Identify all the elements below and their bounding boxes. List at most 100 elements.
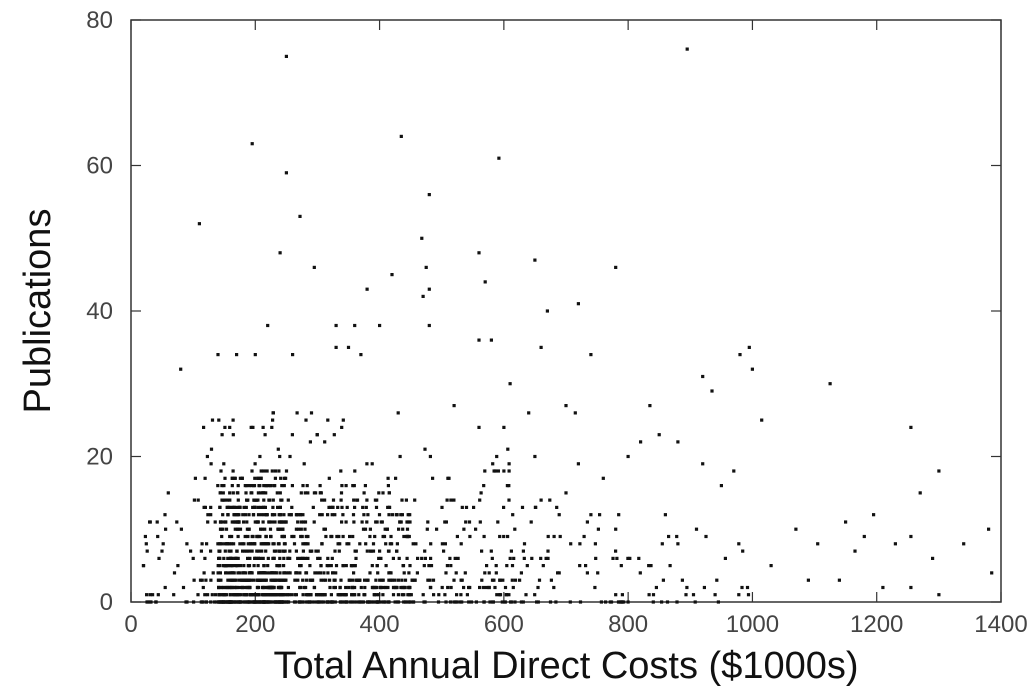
data-point [298, 585, 302, 590]
data-point [218, 571, 222, 575]
data-point [281, 549, 285, 553]
data-point [222, 462, 226, 466]
data-point [229, 571, 233, 575]
data-point [264, 593, 268, 597]
data-point [280, 484, 284, 488]
data-point [304, 418, 308, 422]
data-point [216, 353, 220, 357]
data-point [268, 527, 273, 531]
data-point [909, 534, 913, 539]
data-point [378, 578, 382, 582]
data-point [316, 549, 320, 553]
data-point [379, 556, 383, 560]
data-point [206, 593, 210, 597]
data-point [333, 578, 337, 582]
data-point [713, 593, 717, 597]
data-point [332, 585, 336, 590]
data-point [244, 491, 248, 495]
data-point [313, 571, 317, 575]
data-point [343, 600, 347, 604]
data-point [455, 600, 459, 604]
data-point [478, 520, 482, 524]
data-point [257, 578, 261, 582]
data-point [248, 585, 252, 590]
data-point [238, 600, 242, 604]
data-point [740, 585, 744, 590]
data-point [282, 564, 286, 568]
data-point [234, 578, 238, 582]
data-point [452, 404, 456, 408]
data-point [326, 418, 330, 422]
data-point [253, 556, 257, 560]
data-point [251, 578, 256, 582]
data-point [383, 600, 387, 604]
data-point [344, 585, 348, 590]
data-point [500, 600, 504, 604]
data-point [251, 600, 255, 604]
data-point [548, 600, 553, 604]
data-point [893, 542, 897, 546]
data-point [448, 556, 452, 560]
data-point [403, 578, 408, 582]
data-point [723, 556, 727, 560]
data-point [379, 520, 383, 524]
data-point [262, 578, 266, 582]
data-point [513, 600, 517, 604]
data-point [229, 556, 233, 560]
data-point [358, 542, 362, 546]
data-point [228, 425, 232, 429]
data-point [400, 585, 404, 590]
data-point [511, 513, 515, 517]
data-point [283, 578, 287, 582]
data-point [455, 534, 459, 539]
data-point [427, 287, 431, 291]
data-point [315, 593, 319, 597]
data-point [578, 564, 582, 568]
data-point [506, 534, 510, 539]
data-point [533, 454, 537, 459]
data-point [522, 542, 527, 546]
data-point [294, 527, 298, 531]
data-point [440, 542, 444, 546]
data-point [270, 469, 274, 473]
data-point [241, 513, 245, 517]
data-point [750, 367, 754, 371]
data-point [210, 418, 215, 422]
data-point [387, 578, 391, 582]
data-point [392, 585, 396, 590]
data-point [322, 527, 326, 531]
data-point [384, 585, 388, 590]
data-point [405, 527, 410, 531]
data-point [701, 462, 705, 466]
data-point [290, 484, 294, 488]
data-point [301, 549, 305, 553]
data-point [363, 484, 367, 488]
data-point [218, 542, 222, 546]
data-point [508, 382, 512, 386]
data-point [226, 513, 230, 517]
x-tick-label: 0 [124, 611, 137, 638]
data-point [217, 578, 221, 582]
data-point [258, 556, 262, 560]
data-point [292, 534, 296, 539]
data-point [507, 593, 511, 597]
data-point [192, 578, 196, 582]
data-point [163, 513, 167, 517]
data-point [163, 585, 167, 590]
data-point [275, 491, 279, 495]
data-point [352, 498, 356, 502]
data-point [410, 578, 414, 582]
data-point [399, 520, 403, 524]
data-point [454, 571, 458, 575]
data-point [556, 571, 560, 575]
data-point [217, 549, 221, 553]
data-point [235, 353, 239, 357]
data-point [539, 345, 543, 349]
data-point [693, 600, 697, 604]
data-point [221, 520, 225, 524]
data-point [312, 265, 316, 269]
data-point [261, 520, 265, 524]
data-point [271, 498, 275, 502]
data-point [506, 447, 510, 451]
data-point [261, 505, 266, 509]
